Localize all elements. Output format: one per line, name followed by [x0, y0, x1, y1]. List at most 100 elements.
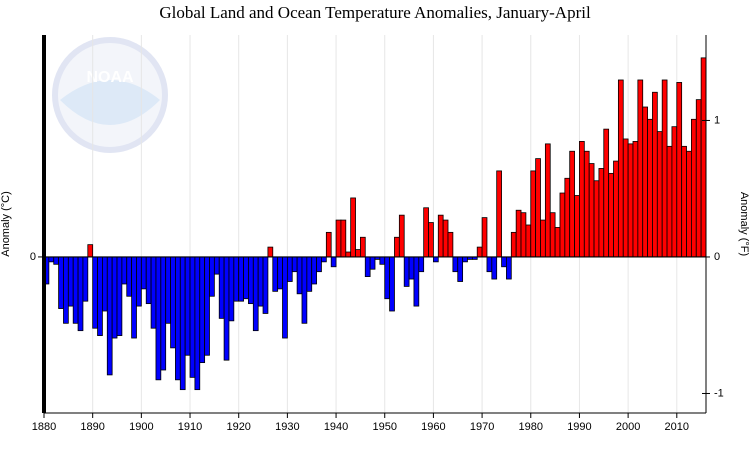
- bar: [632, 141, 639, 258]
- bar: [189, 256, 196, 378]
- y2-tick-label: 1: [714, 114, 720, 126]
- bar: [87, 244, 94, 258]
- bar: [67, 256, 74, 307]
- bar: [510, 231, 517, 258]
- noaa-logo: NOAA: [52, 37, 168, 153]
- bar: [369, 256, 376, 270]
- y2-tick-label: 0: [714, 251, 720, 263]
- bar: [102, 256, 108, 312]
- x-tick-label: 2000: [616, 421, 640, 433]
- bar: [267, 246, 274, 258]
- bar: [642, 106, 648, 258]
- bar: [140, 256, 147, 290]
- bar: [647, 118, 653, 258]
- bar: [452, 256, 459, 273]
- bar: [481, 217, 488, 258]
- bar: [540, 219, 546, 258]
- bar: [593, 180, 600, 258]
- bar: [403, 256, 410, 287]
- bar: [345, 251, 352, 258]
- bar: [559, 192, 566, 258]
- bar: [296, 256, 303, 295]
- bar: [686, 150, 692, 258]
- bar: [213, 256, 220, 275]
- x-tick-label: 1940: [324, 421, 348, 433]
- bar: [700, 57, 707, 258]
- bar: [243, 256, 249, 300]
- bar: [364, 256, 371, 277]
- bar: [116, 256, 123, 336]
- bar: [394, 236, 400, 258]
- bar: [389, 256, 395, 312]
- bar: [681, 145, 687, 258]
- bar: [204, 256, 210, 356]
- x-tick-label: 1970: [470, 421, 494, 433]
- bar: [350, 197, 356, 258]
- bar: [613, 160, 619, 258]
- bar: [282, 256, 288, 339]
- bar: [520, 212, 527, 258]
- bar: [423, 207, 429, 258]
- bar: [574, 195, 580, 258]
- bar: [413, 256, 420, 307]
- bar: [598, 168, 605, 258]
- bar: [325, 231, 332, 258]
- bar: [97, 256, 103, 336]
- bar: [199, 256, 206, 364]
- bar: [194, 256, 201, 391]
- bar: [335, 219, 342, 258]
- bar: [398, 214, 405, 258]
- bar: [252, 256, 259, 332]
- bar: [238, 256, 244, 302]
- bar: [111, 256, 118, 339]
- bar: [671, 126, 678, 258]
- bar: [145, 256, 152, 305]
- bar: [121, 256, 128, 285]
- bar: [175, 256, 181, 381]
- x-tick-label: 1950: [372, 421, 396, 433]
- x-tick-label: 1980: [519, 421, 543, 433]
- bar: [355, 249, 361, 258]
- bar: [92, 256, 98, 329]
- x-tick-label: 1900: [129, 421, 153, 433]
- bar: [486, 256, 493, 273]
- bar: [277, 256, 283, 290]
- x-tick-label: 1960: [421, 421, 445, 433]
- bar: [359, 236, 366, 258]
- bar: [218, 256, 225, 319]
- bar: [418, 256, 425, 273]
- bar: [316, 256, 322, 273]
- bar: [131, 256, 137, 339]
- bar: [515, 209, 522, 258]
- bar: [72, 256, 79, 324]
- bar: [82, 256, 89, 302]
- bar: [428, 222, 434, 258]
- bar: [652, 91, 658, 258]
- bar: [506, 256, 512, 280]
- bar: [442, 219, 449, 258]
- bar: [311, 256, 317, 285]
- bar: [53, 256, 60, 265]
- bar: [690, 118, 697, 258]
- bar: [554, 227, 561, 258]
- bar: [306, 256, 313, 292]
- x-tick-label: 1890: [80, 421, 104, 433]
- bar: [155, 256, 162, 381]
- bar: [63, 256, 69, 324]
- x-tick-label: 1930: [275, 421, 299, 433]
- bar: [535, 158, 541, 258]
- bar: [165, 256, 171, 324]
- bar: [608, 172, 614, 258]
- y-axis-label: Anomaly (°C): [0, 191, 12, 257]
- bar: [286, 256, 293, 282]
- bar: [530, 170, 537, 258]
- bar: [437, 214, 444, 258]
- bar: [447, 231, 454, 258]
- bar: [544, 143, 551, 258]
- bar: [291, 256, 298, 273]
- bar: [330, 256, 337, 268]
- bar: [170, 256, 176, 349]
- bar: [637, 79, 644, 258]
- y2-axis-label: Anomaly (°F): [738, 192, 750, 256]
